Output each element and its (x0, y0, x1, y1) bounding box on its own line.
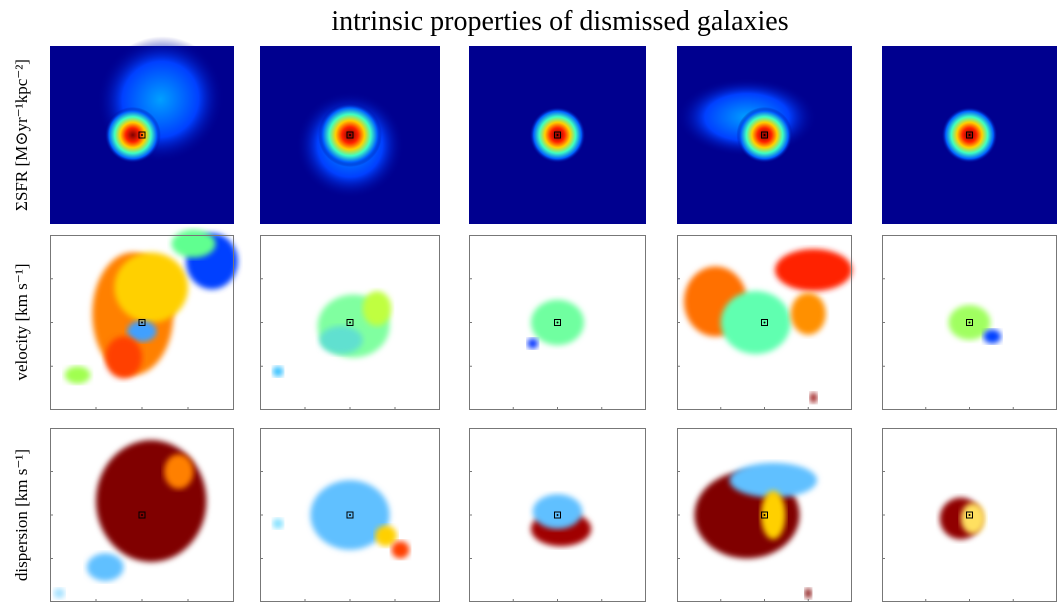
map-region (105, 336, 142, 379)
map-panel (882, 235, 1057, 410)
center-marker (554, 131, 561, 139)
map-region (983, 329, 1001, 344)
emission-core (104, 107, 161, 163)
figure-title: intrinsic properties of dismissed galaxi… (331, 6, 788, 37)
center-dot (141, 134, 143, 136)
map-panel (260, 46, 440, 224)
center-marker (138, 319, 146, 326)
center-dot (763, 321, 766, 324)
map-region (804, 588, 812, 599)
map-panel (50, 36, 234, 224)
center-dot (556, 514, 559, 516)
center-dot (141, 321, 143, 324)
center-marker (761, 131, 768, 139)
map-panel (677, 46, 852, 224)
map-panel (469, 428, 646, 602)
map-panel (469, 46, 646, 224)
map-region (391, 541, 410, 559)
center-dot (349, 134, 351, 136)
map-panel (677, 235, 852, 410)
center-marker (761, 511, 768, 519)
row-label: ΣSFR [M⊙yr⁻¹kpc⁻²] (12, 59, 31, 211)
panels (50, 36, 1057, 602)
map-region (86, 553, 124, 582)
center-dot (968, 321, 971, 324)
map-region (127, 320, 157, 342)
center-marker (346, 511, 354, 519)
map-region (171, 229, 216, 258)
row-label: dispersion [km s⁻¹] (12, 449, 31, 581)
center-marker (761, 319, 768, 326)
map-region (64, 366, 91, 384)
map-region (362, 291, 392, 326)
map-region (272, 366, 284, 377)
map-region (527, 338, 539, 349)
map-region (272, 518, 284, 529)
center-dot (556, 321, 559, 324)
center-marker (554, 511, 561, 519)
map-region (810, 392, 817, 403)
center-dot (763, 134, 766, 136)
center-marker (966, 511, 973, 519)
map-region (790, 292, 826, 335)
center-marker (138, 511, 146, 519)
row-labels: ΣSFR [M⊙yr⁻¹kpc⁻²] velocity [km s⁻¹] dispe… (12, 59, 31, 581)
map-panel (469, 235, 646, 410)
row-label: velocity [km s⁻¹] (12, 264, 31, 381)
map-panel (260, 235, 440, 410)
map-region (729, 462, 817, 498)
center-marker (554, 319, 561, 326)
center-marker (346, 319, 354, 326)
map-region (720, 291, 791, 354)
map-region (96, 440, 207, 562)
map-panel (50, 229, 238, 410)
center-dot (968, 134, 971, 136)
center-dot (141, 514, 143, 516)
map-panel (882, 46, 1057, 224)
map-region (53, 588, 65, 599)
map-region (164, 454, 194, 489)
center-dot (968, 514, 971, 516)
map-region (761, 490, 786, 540)
center-marker (966, 131, 973, 139)
center-dot (349, 514, 351, 516)
map-region (319, 326, 363, 354)
center-dot (763, 514, 766, 516)
map-panel (260, 428, 440, 602)
center-marker (966, 319, 973, 326)
center-dot (556, 134, 559, 136)
map-panel (677, 428, 852, 602)
center-dot (349, 321, 351, 324)
map-panel (882, 428, 1057, 602)
map-panel (50, 428, 234, 602)
map-region (775, 249, 852, 291)
map-region (375, 525, 397, 547)
center-marker (138, 131, 146, 139)
map-region (114, 252, 188, 323)
center-marker (346, 131, 354, 139)
